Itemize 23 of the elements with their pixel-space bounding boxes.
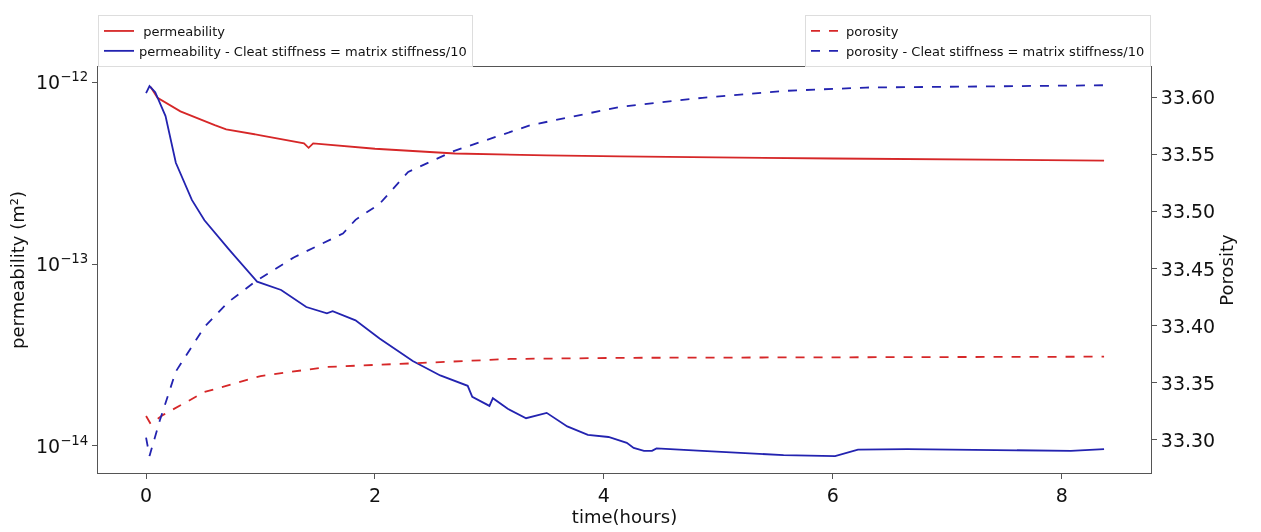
y2-tick-label: 33.45 — [1160, 257, 1216, 280]
y2-tick-label: 33.50 — [1160, 200, 1216, 223]
y2-tick-label: 33.55 — [1160, 143, 1216, 166]
y-tick-label: 10$^{−12}$ — [35, 68, 89, 93]
x-tick-label: 8 — [1055, 483, 1068, 506]
x-tick-label: 0 — [140, 483, 153, 506]
legend-label: permeability - Cleat stiffness = matrix stiffness/10 — [139, 43, 467, 59]
y2-tick-label: 33.35 — [1160, 371, 1216, 394]
y2-tick-label: 33.60 — [1160, 86, 1216, 109]
line-series — [145, 355, 1105, 425]
x-tick-label: 2 — [368, 483, 382, 506]
x-tick-label: 6 — [826, 483, 839, 506]
y2-tick-label: 33.40 — [1160, 314, 1216, 337]
legend-label: porosity - Cleat stiffness = matrix stiffness/10 — [846, 43, 1145, 59]
x-axis-title: time(hours) — [571, 505, 678, 527]
y2-tick-label: 33.30 — [1160, 428, 1216, 451]
y-axis-title: permeability (m²) — [7, 191, 29, 349]
x-tick-label: 4 — [597, 483, 610, 506]
legend-label: porosity — [846, 24, 899, 40]
y-tick-label: 10$^{−14}$ — [35, 432, 89, 457]
legend-label: permeability — [139, 24, 226, 40]
y-tick-label: 10$^{−13}$ — [35, 250, 89, 275]
y2-axis-title: Porosity — [1216, 233, 1238, 306]
